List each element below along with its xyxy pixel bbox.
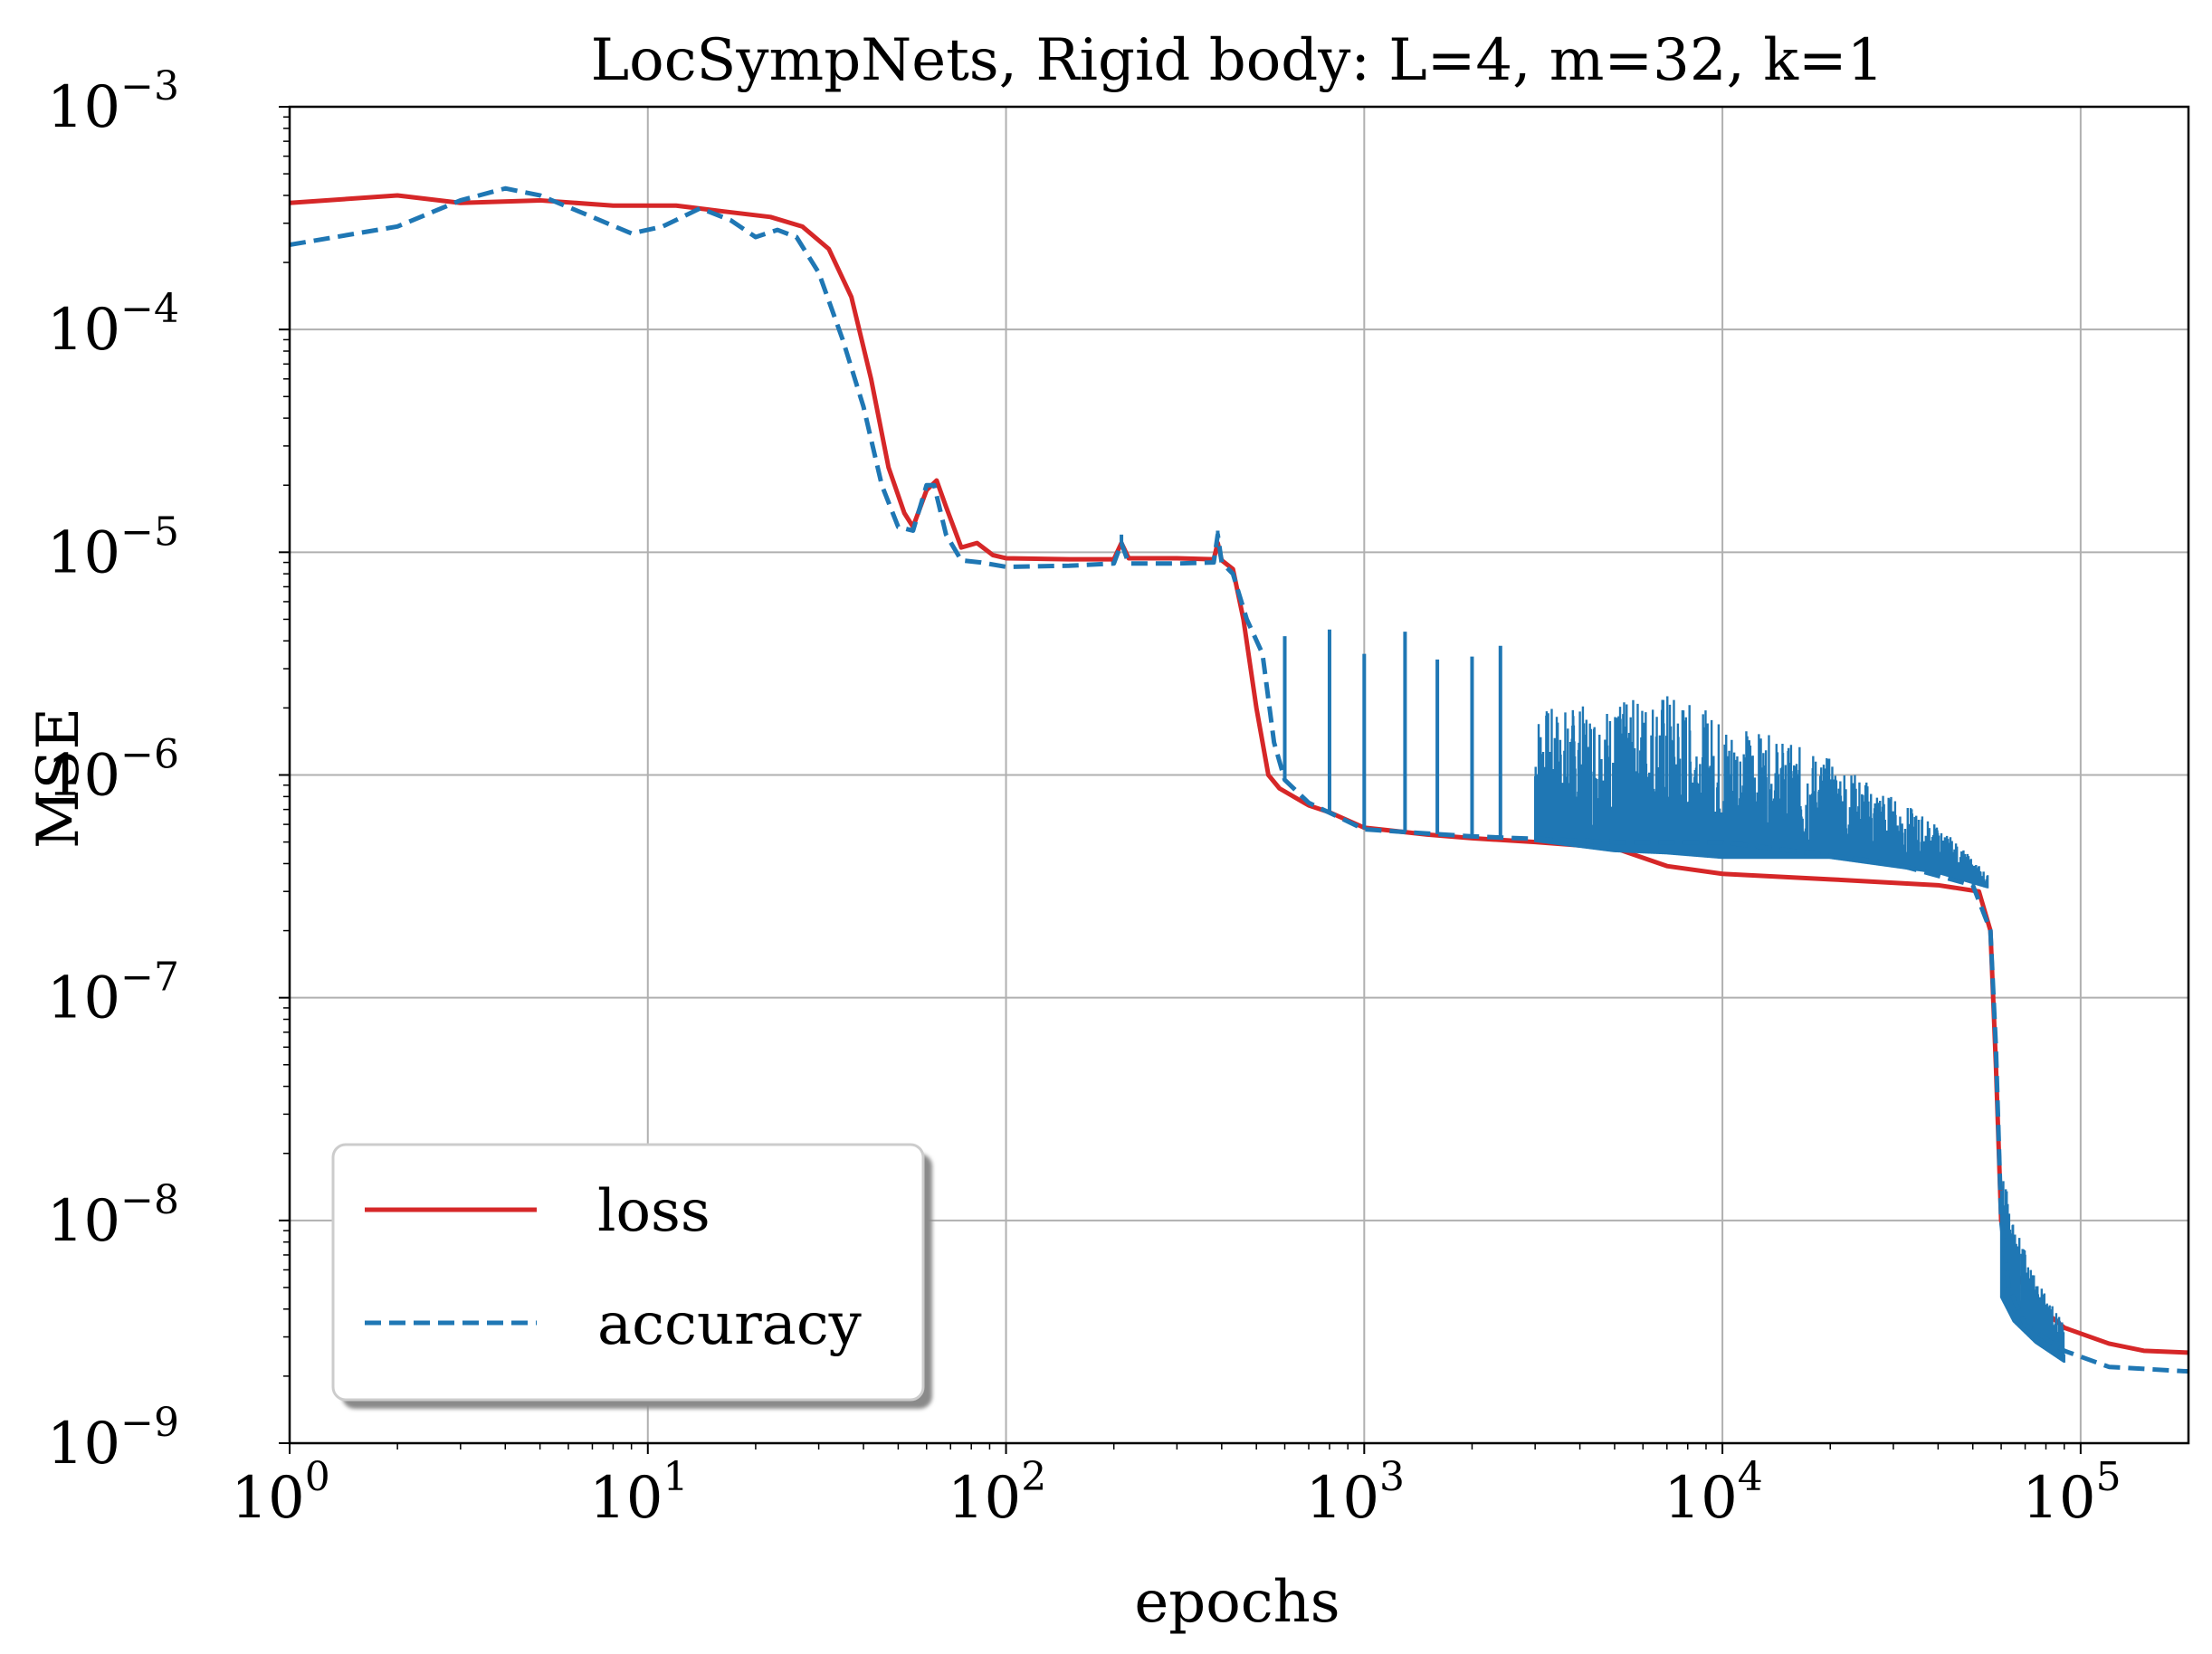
y-tick-label: 10−9 [47, 1400, 179, 1478]
y-tick-label: 10−3 [47, 63, 179, 141]
x-tick-label: 104 [1664, 1454, 1762, 1532]
legend-label-loss: loss [597, 1178, 710, 1245]
y-tick-exponent: −6 [120, 732, 179, 778]
y-tick-exponent: −7 [120, 955, 179, 1001]
y-tick-exponent: −9 [120, 1400, 179, 1446]
series-accuracy-line [290, 185, 2188, 1374]
y-tick-exponent: −3 [120, 63, 179, 109]
series-loss-line [290, 193, 2188, 1355]
y-tick-label: 10−8 [47, 1177, 179, 1255]
legend-label-accuracy: accuracy [597, 1291, 862, 1358]
x-tick-exponent: 5 [2096, 1454, 2121, 1500]
x-tick-label: 100 [231, 1454, 329, 1532]
x-tick-exponent: 3 [1379, 1454, 1405, 1500]
y-tick-label: 10−7 [47, 955, 179, 1032]
x-tick-label: 103 [1306, 1454, 1405, 1532]
y-axis-title: MSE [25, 708, 92, 849]
chart-title: LocSympNets, Rigid body: L=4, m=32, k=1 [591, 27, 1884, 94]
y-tick-exponent: −8 [120, 1177, 179, 1223]
x-tick-label: 101 [589, 1454, 688, 1532]
x-axis-title: epochs [1134, 1569, 1340, 1636]
x-tick-label: 105 [2022, 1454, 2121, 1532]
series-accuracy-oscillation [1533, 696, 1989, 889]
x-tick-exponent: 0 [305, 1454, 330, 1500]
series-layer [290, 185, 2188, 1374]
legend: loss accuracy [331, 1143, 932, 1409]
x-tick-exponent: 4 [1738, 1454, 1763, 1500]
plot-frame [288, 105, 2190, 1445]
y-tick-label: 10−4 [47, 286, 179, 364]
series-accuracy-tail-oscillation [1999, 1181, 2065, 1363]
axes [279, 105, 2190, 1454]
x-tick-exponent: 2 [1021, 1454, 1046, 1500]
x-tick-label: 102 [948, 1454, 1046, 1532]
y-tick-exponent: −5 [120, 509, 179, 555]
x-tick-exponent: 1 [663, 1454, 688, 1500]
y-tick-exponent: −4 [120, 286, 179, 332]
y-tick-label: 10−5 [47, 509, 179, 586]
